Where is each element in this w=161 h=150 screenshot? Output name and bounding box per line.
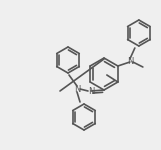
Text: N: N (74, 84, 80, 93)
Text: N: N (88, 87, 94, 96)
Text: N: N (127, 57, 133, 66)
